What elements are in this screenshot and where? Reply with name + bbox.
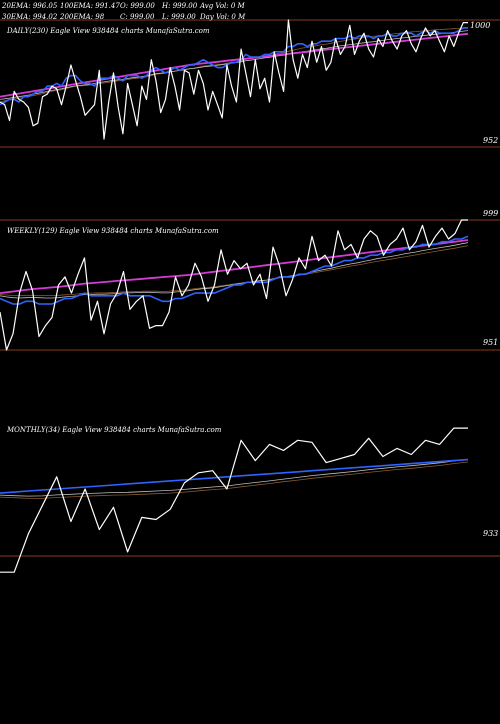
series-price: [0, 427, 468, 573]
series-ema-gray: [0, 459, 469, 497]
high-readout: H: 999.00: [162, 2, 198, 10]
ema30-readout: 30EMA: 994.02: [2, 13, 58, 21]
chart-panel-2: WEEKLY(129) Eagle View 938484 charts Mun…: [0, 209, 500, 351]
y-tick-label-top: 999: [483, 209, 498, 218]
y-tick-label-top: 1000: [470, 21, 490, 30]
panel-title: WEEKLY(129) Eagle View 938484 charts Mun…: [7, 227, 219, 235]
series-price: [0, 219, 468, 351]
chart-panel-3: MONTHLY(34) Eagle View 938484 charts Mun…: [0, 426, 500, 573]
series-ema-magenta: [0, 32, 469, 98]
ema20-readout: 20EMA: 996.05: [2, 2, 58, 10]
y-tick-label-bottom: 933: [483, 529, 498, 538]
series-ema-brown: [0, 461, 469, 499]
day-vol-readout: Day Vol: 0 M: [200, 13, 246, 21]
series-ema-magenta: [0, 239, 469, 294]
panel-title: DAILY(230) Eagle View 938484 charts Muna…: [6, 27, 210, 35]
close-readout: C: 999.00: [120, 13, 155, 21]
y-tick-label-bottom: 951: [483, 338, 498, 347]
series-ema-blue: [0, 458, 469, 494]
open-readout: O: 999.00: [120, 2, 155, 10]
y-tick-label-bottom: 952: [483, 136, 498, 145]
series-price: [0, 19, 468, 140]
avg-vol-readout: Avg Vol: 0 M: [200, 2, 245, 10]
chart-panel-1: DAILY(230) Eagle View 938484 charts Muna…: [0, 19, 500, 148]
series-ema-brown: [0, 245, 469, 297]
ema100-readout: 100EMA: 991.47: [60, 2, 120, 10]
series-ema-blue: [0, 235, 469, 305]
low-readout: L: 999.00: [162, 13, 196, 21]
ema200-readout: 200EMA: 98: [60, 13, 105, 21]
panel-title: MONTHLY(34) Eagle View 938484 charts Mun…: [6, 426, 222, 434]
